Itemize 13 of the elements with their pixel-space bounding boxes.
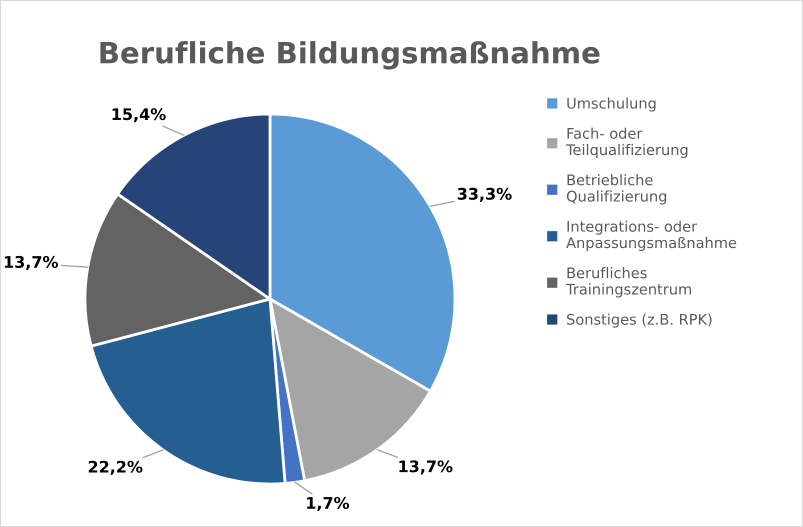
data-label: 13,7% [4, 256, 58, 270]
chart-title: Berufliche Bildungsmaßnahme [100, 41, 600, 70]
data-label: 13,7% [399, 460, 453, 474]
legend-label: Integrations- oder Anpassungsmaßnahme [566, 220, 736, 252]
legend-label: Berufliches Trainingszentrum [566, 267, 692, 298]
legend-label: Umschulung [567, 97, 656, 112]
data-label: 1,7% [307, 496, 350, 511]
data-label: 33,3% [458, 188, 512, 202]
data-label: 22,2% [88, 460, 142, 475]
legend-label: Betriebliche Qualifizierung [566, 174, 666, 205]
legend-label: Fach- oder Teilqualifizierung [566, 128, 688, 158]
legend-label: Sonstiges (z.B. RPK) [567, 314, 712, 328]
data-label: 15,4% [112, 108, 166, 122]
